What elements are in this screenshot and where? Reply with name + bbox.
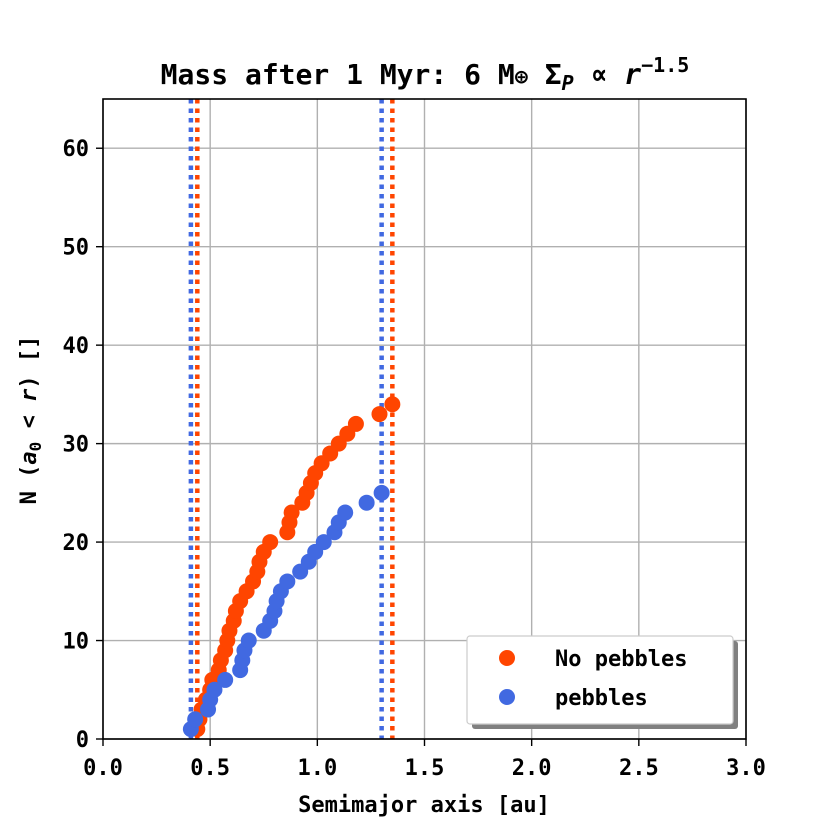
legend: No pebbles pebbles [466, 635, 738, 729]
x-tick-label: 3.0 [726, 756, 766, 781]
point-pebbles [240, 632, 257, 649]
point-no-pebbles [262, 534, 279, 551]
y-axis-label: N (a0 < r) [] [17, 336, 45, 505]
x-tick-label: 1.5 [405, 756, 445, 781]
legend-label-no-pebbles: No pebbles [555, 647, 687, 672]
point-pebbles [358, 494, 375, 511]
x-axis-label: Semimajor axis [au] [298, 793, 550, 818]
y-tick-label: 20 [63, 531, 90, 556]
reference-lines [188, 99, 395, 739]
point-no-pebbles [347, 415, 364, 432]
point-pebbles [315, 534, 332, 551]
y-tick-label: 40 [63, 334, 90, 359]
legend-box [466, 635, 734, 725]
y-tick-label: 50 [63, 236, 90, 261]
data-points [182, 396, 401, 738]
point-pebbles [337, 504, 354, 521]
y-tick-label: 30 [63, 433, 90, 458]
legend-label-pebbles: pebbles [555, 686, 648, 711]
y-tick-label: 10 [63, 630, 90, 655]
legend-marker-pebbles [499, 689, 515, 705]
legend-marker-no-pebbles [499, 650, 515, 666]
point-no-pebbles [371, 406, 388, 423]
grid [102, 99, 747, 740]
x-tick-label: 1.0 [297, 756, 337, 781]
point-pebbles [217, 671, 234, 688]
point-no-pebbles [384, 396, 401, 413]
point-pebbles [373, 484, 390, 501]
y-tick-label: 0 [76, 728, 89, 753]
point-no-pebbles [283, 504, 300, 521]
x-tick-label: 0.5 [190, 756, 230, 781]
point-pebbles [279, 573, 296, 590]
y-tick-label: 60 [63, 137, 90, 162]
point-pebbles [187, 711, 204, 728]
chart-title: Mass after 1 Myr: 6 M⊕ ΣP ∝ r−1.5 [161, 53, 690, 95]
x-tick-label: 0.0 [83, 756, 123, 781]
point-pebbles [206, 681, 223, 698]
x-tick-label: 2.0 [512, 756, 552, 781]
ticks: 0.0 0.5 1.0 1.5 2.0 2.5 3.0 0 10 20 30 40 50 60 [63, 137, 766, 781]
x-tick-label: 2.5 [619, 756, 659, 781]
